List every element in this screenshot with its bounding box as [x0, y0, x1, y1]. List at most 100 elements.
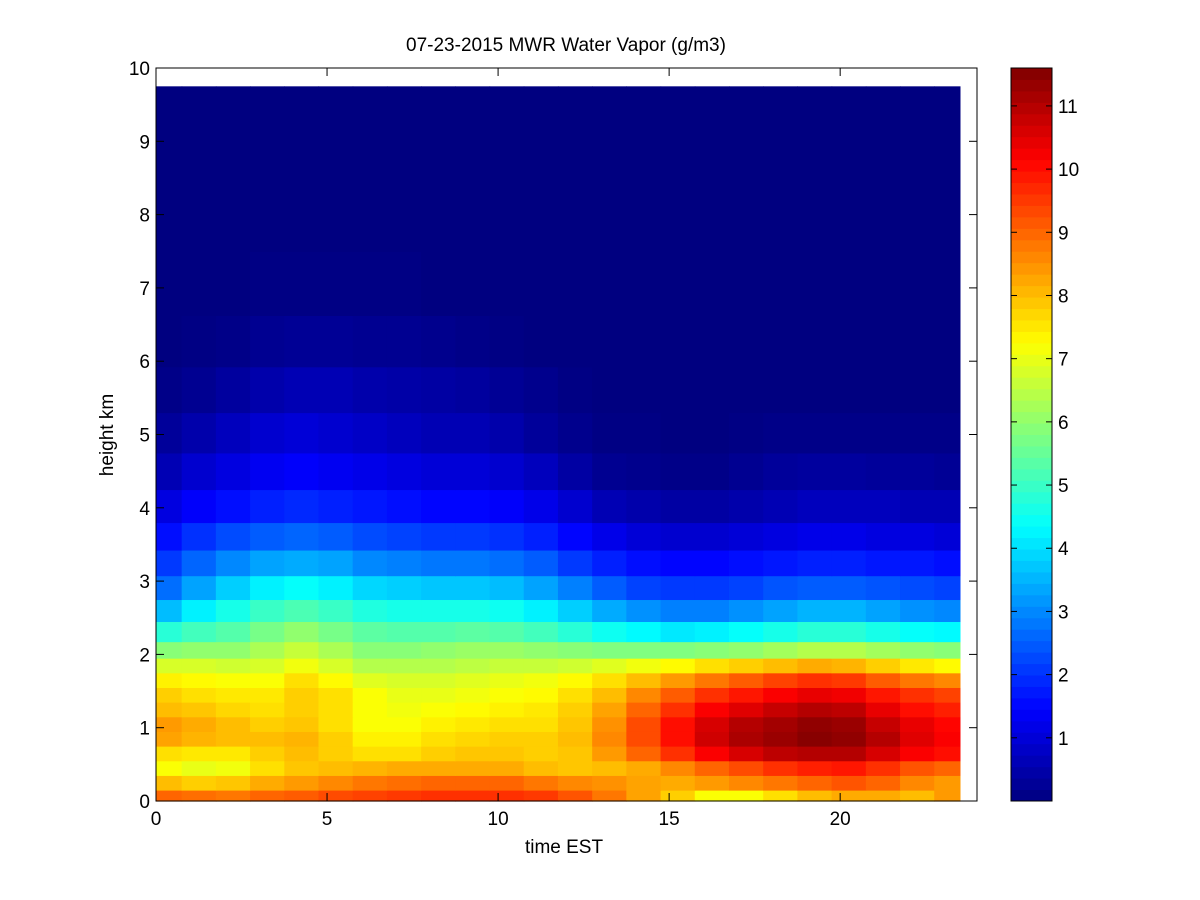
colorbar-band — [1011, 159, 1052, 172]
heatmap-cell — [455, 452, 491, 491]
heatmap-cell — [694, 621, 730, 643]
heatmap-cell — [592, 790, 627, 802]
heatmap-cell — [250, 672, 285, 688]
heatmap-cell — [797, 731, 833, 747]
heatmap-cell — [156, 621, 183, 643]
heatmap-cell — [156, 790, 183, 802]
heatmap-cell — [900, 790, 935, 802]
heatmap-cell — [728, 790, 764, 802]
heatmap-cell — [318, 716, 354, 732]
heatmap-cell — [831, 731, 867, 747]
heatmap-cell — [934, 687, 961, 703]
heatmap-cell — [592, 599, 627, 623]
colorbar-tick-label: 7 — [1058, 350, 1069, 371]
colorbar-band — [1011, 686, 1052, 699]
x-axis-label: time EST — [525, 837, 604, 858]
heatmap-cell — [626, 687, 662, 703]
heatmap-cell — [763, 716, 799, 732]
heatmap-cell — [797, 672, 833, 688]
heatmap-cell — [797, 746, 833, 762]
y-tick-label: 9 — [139, 132, 150, 153]
heatmap-cell — [626, 251, 662, 316]
colorbar-band — [1011, 457, 1052, 470]
heatmap-cell — [215, 489, 251, 524]
heatmap-cell — [455, 113, 491, 179]
y-tick-label: 1 — [139, 719, 150, 740]
heatmap-cell — [455, 621, 491, 643]
heatmap-cell — [763, 522, 799, 551]
heatmap-cell — [900, 366, 935, 414]
heatmap-cell — [455, 687, 491, 703]
heatmap-cell — [284, 522, 320, 551]
heatmap-cell — [660, 452, 696, 491]
heatmap-cell — [763, 790, 799, 802]
colorbar-band — [1011, 365, 1052, 378]
heatmap-cell — [934, 549, 961, 577]
heatmap-cell — [934, 790, 961, 802]
colorbar-band — [1011, 171, 1052, 184]
heatmap-cell — [934, 452, 961, 491]
heatmap-cell — [592, 549, 627, 577]
heatmap-cell — [284, 641, 320, 659]
heatmap-cell — [865, 522, 901, 551]
y-axis-label: height km — [97, 394, 118, 476]
heatmap-cell — [797, 702, 833, 718]
colorbar-gradient — [1011, 68, 1052, 802]
colorbar-band — [1011, 766, 1052, 779]
heatmap-cell — [156, 522, 183, 551]
heatmap-cell — [284, 113, 320, 179]
heatmap-cell — [626, 672, 662, 688]
heatmap-area — [156, 68, 977, 802]
heatmap-cell — [156, 549, 183, 577]
heatmap-cell — [660, 687, 696, 703]
heatmap-cell — [318, 775, 354, 791]
heatmap-cell — [181, 702, 217, 718]
colorbar-band — [1011, 778, 1052, 791]
heatmap-cell — [156, 113, 183, 179]
heatmap-cell — [660, 790, 696, 802]
heatmap-cell — [900, 522, 935, 551]
heatmap-cell — [728, 522, 764, 551]
heatmap-cell — [352, 575, 388, 601]
heatmap-cell — [728, 86, 764, 115]
heatmap-cell — [763, 452, 799, 491]
heatmap-cell — [181, 672, 217, 688]
heatmap-cell — [318, 251, 354, 316]
heatmap-cell — [763, 672, 799, 688]
heatmap-cell — [934, 575, 961, 601]
colorbar-band — [1011, 640, 1052, 653]
colorbar-band — [1011, 503, 1052, 516]
heatmap-cell — [318, 177, 354, 252]
heatmap-cell — [626, 177, 662, 252]
heatmap-cell — [728, 599, 764, 623]
heatmap-cell — [284, 315, 320, 368]
colorbar-band — [1011, 228, 1052, 241]
heatmap-cell — [592, 315, 627, 368]
heatmap-cell — [831, 575, 867, 601]
heatmap-cell — [318, 599, 354, 623]
heatmap-cell — [763, 746, 799, 762]
heatmap-cell — [421, 251, 456, 316]
heatmap-cell — [215, 86, 251, 115]
heatmap-cell — [763, 366, 799, 414]
heatmap-cell — [694, 86, 730, 115]
heatmap-cell — [489, 549, 525, 577]
heatmap-cell — [626, 366, 662, 414]
heatmap-cell — [215, 687, 251, 703]
heatmap-cell — [421, 522, 456, 551]
heatmap-cell — [660, 672, 696, 688]
heatmap-cell — [728, 687, 764, 703]
colorbar-band — [1011, 297, 1052, 310]
heatmap-cell — [797, 489, 833, 524]
heatmap-cell — [318, 621, 354, 643]
colorbar-tick-label: 1 — [1058, 729, 1069, 750]
heatmap-cell — [763, 86, 799, 115]
heatmap-cell — [797, 760, 833, 776]
colorbar-band — [1011, 102, 1052, 115]
heatmap-cell — [215, 716, 251, 732]
colorbar-band — [1011, 274, 1052, 287]
heatmap-cell — [489, 702, 525, 718]
heatmap-cell — [318, 113, 354, 179]
colorbar-frame — [1010, 67, 1053, 802]
heatmap-cell — [865, 366, 901, 414]
